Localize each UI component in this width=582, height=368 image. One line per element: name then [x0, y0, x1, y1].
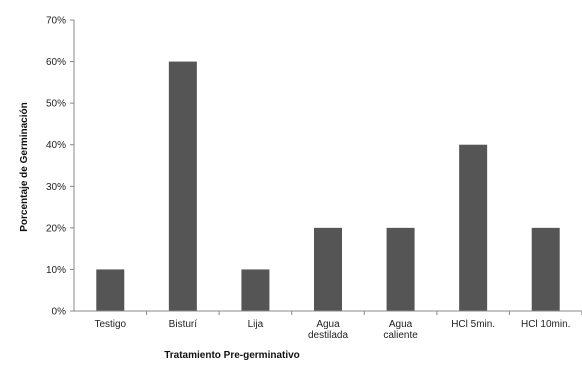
y-tick-label: 40%	[46, 140, 66, 151]
x-tick-label: caliente	[383, 330, 418, 341]
y-tick-label: 30%	[46, 182, 66, 193]
y-tick-label: 0%	[52, 307, 67, 318]
y-axis-title: Porcentaje de Germinación	[19, 102, 30, 232]
y-tick-label: 20%	[46, 223, 66, 234]
y-tick-label: 50%	[46, 99, 66, 110]
bar	[241, 269, 270, 311]
x-axis-ticks: Testigo Bisturí Lija AguadestiladaAguacalie…	[94, 311, 582, 341]
x-tick-label: Bisturí	[169, 319, 198, 330]
y-tick-label: 70%	[46, 16, 66, 27]
x-tick-label: Agua	[316, 319, 340, 330]
y-axis-ticks: 0% 10% 20% 30% 40% 50% 60% 70%	[46, 16, 75, 318]
x-tick-label: HCl 5min.	[451, 319, 495, 330]
x-tick-label: destilada	[308, 330, 348, 341]
bar	[386, 227, 415, 311]
y-tick-label: 60%	[46, 57, 66, 68]
x-tick-label: HCl 10min.	[521, 319, 570, 330]
bar	[459, 144, 488, 311]
x-tick-label: Lija	[248, 319, 264, 330]
y-tick-label: 10%	[46, 265, 66, 276]
x-tick-label: Testigo	[94, 319, 126, 330]
bar	[168, 61, 197, 312]
bar	[96, 269, 125, 311]
bar	[314, 227, 342, 311]
bars	[96, 61, 560, 312]
x-tick-label: Agua	[389, 319, 413, 330]
bar	[531, 227, 560, 311]
x-axis-title: Tratamiento Pre-germinativo	[164, 350, 300, 361]
